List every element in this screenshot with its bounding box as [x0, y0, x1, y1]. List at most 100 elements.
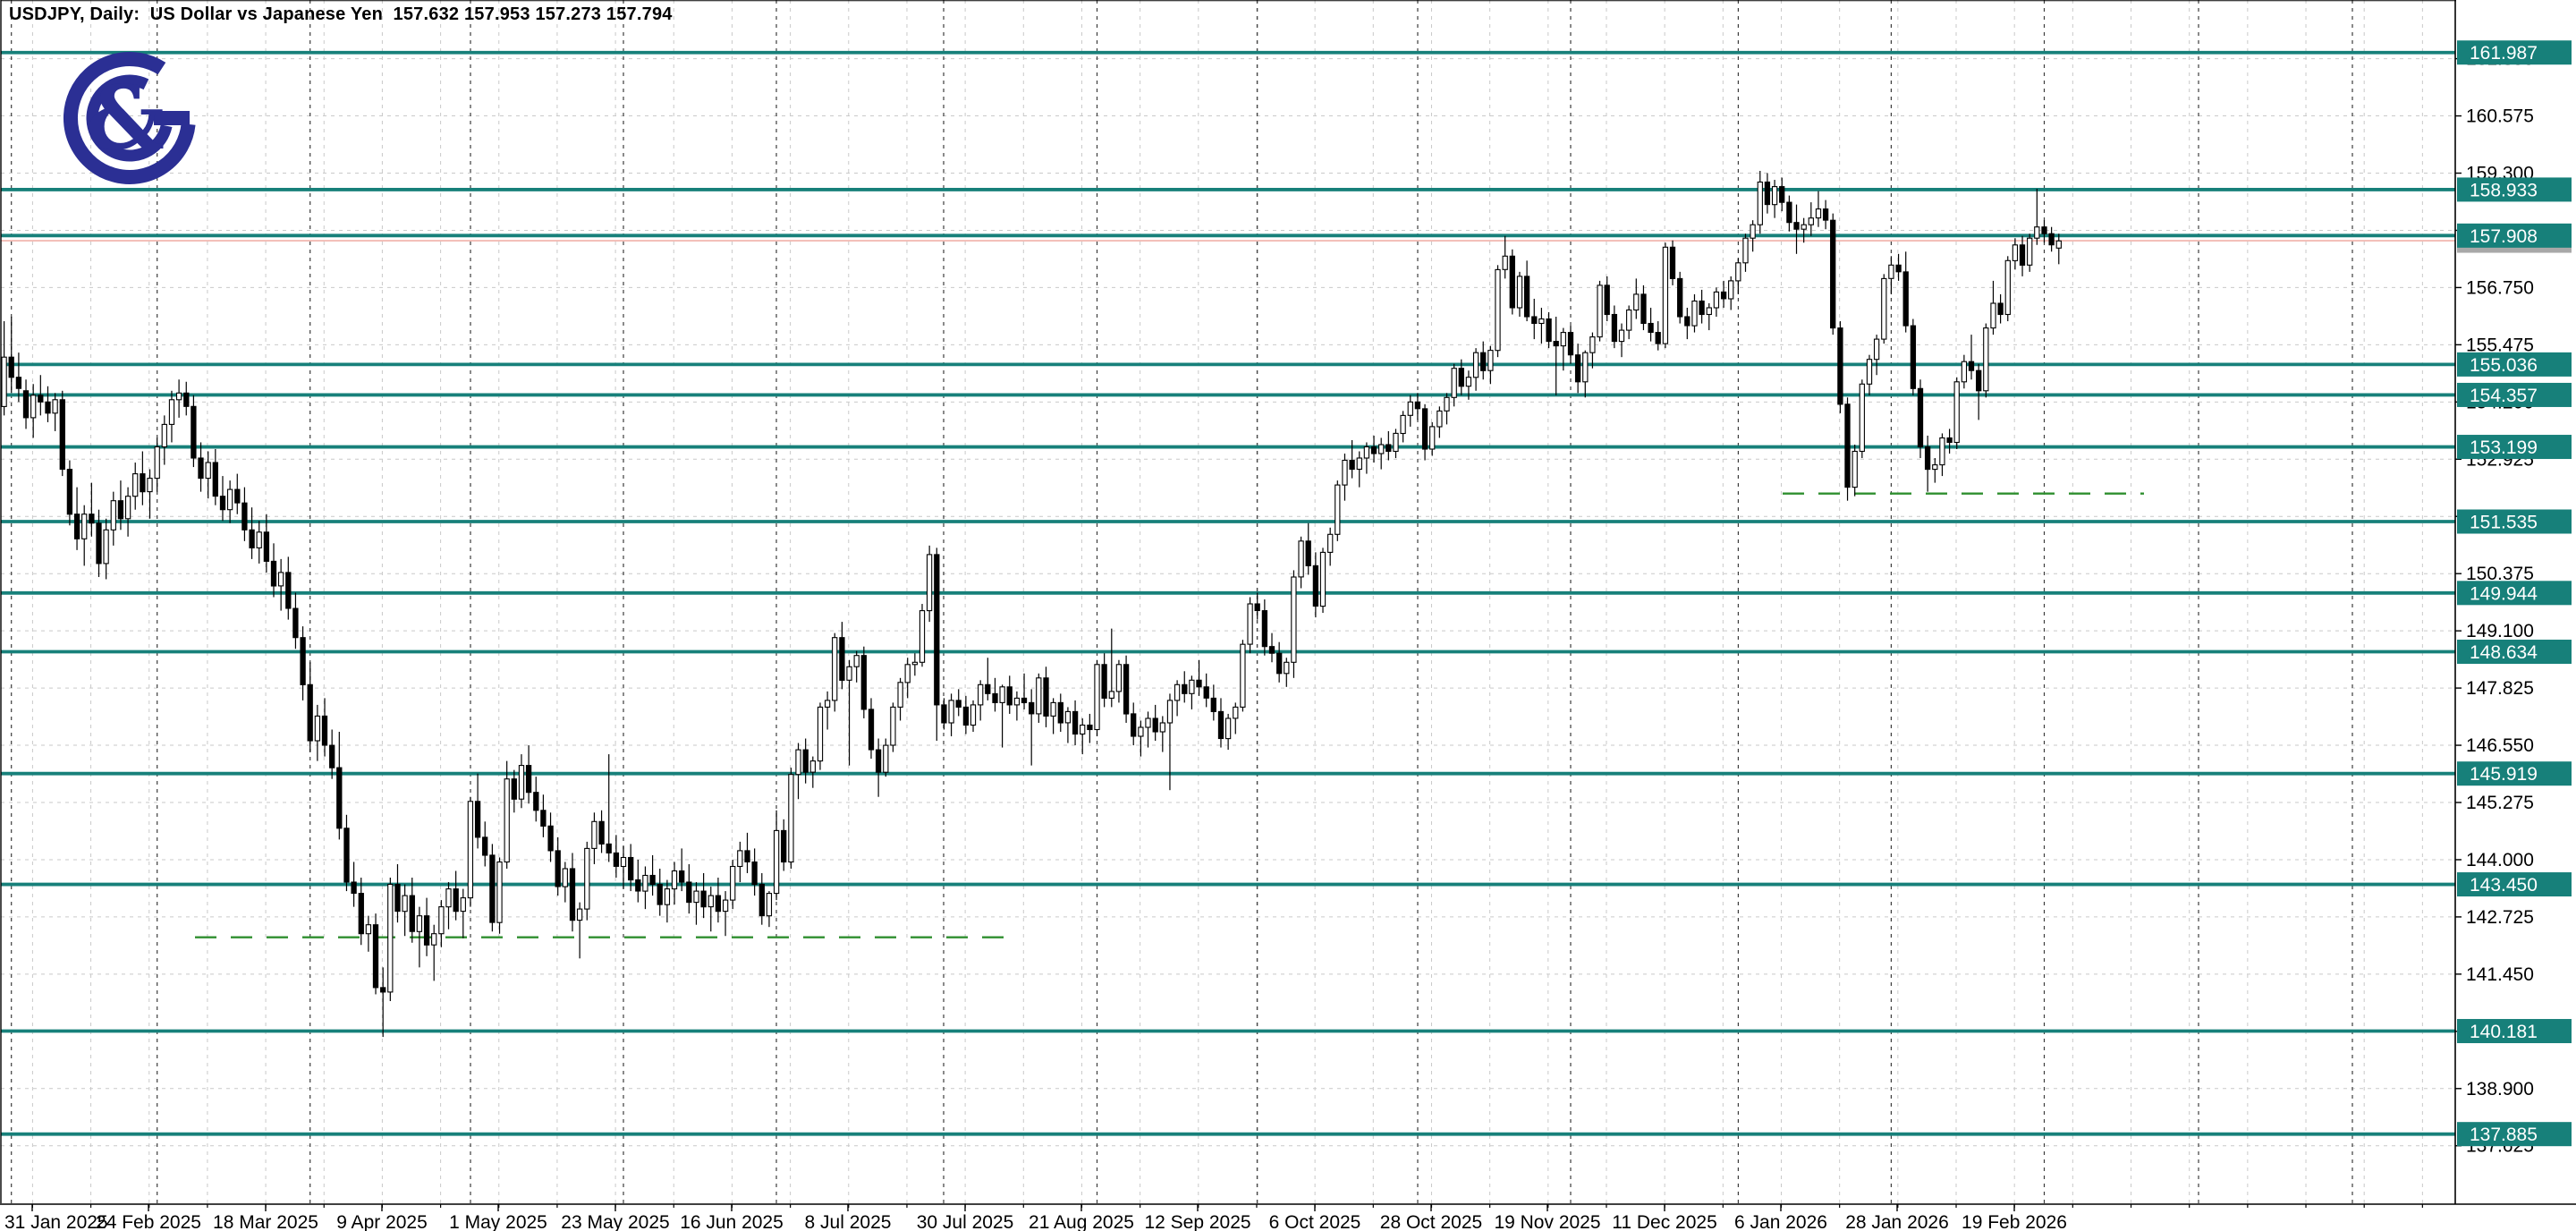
svg-text:6 Jan 2026: 6 Jan 2026	[1734, 1212, 1827, 1231]
candle	[154, 446, 160, 480]
level-price-label: 151.535	[2457, 509, 2572, 534]
candle	[1363, 446, 1370, 459]
candle	[234, 488, 241, 504]
candle	[970, 704, 977, 726]
candle	[1036, 677, 1042, 715]
candle	[66, 469, 73, 515]
candle	[1087, 724, 1093, 731]
candle	[642, 874, 648, 892]
candle	[431, 933, 437, 946]
candle	[1217, 710, 1224, 740]
svg-text:140.181: 140.181	[2470, 1022, 2538, 1042]
candle	[1385, 444, 1392, 453]
candle	[1072, 710, 1079, 735]
candle	[1356, 457, 1362, 471]
candle	[1101, 664, 1107, 699]
candle	[2027, 237, 2033, 266]
candle	[1808, 217, 1814, 225]
svg-text:31 Jan 2025: 31 Jan 2025	[4, 1212, 108, 1231]
candle	[372, 924, 379, 989]
candle	[955, 700, 962, 708]
candle	[1713, 291, 1720, 309]
candle	[1057, 701, 1063, 724]
candle	[321, 715, 328, 746]
candle	[919, 610, 926, 663]
svg-text:19 Nov 2025: 19 Nov 2025	[1494, 1212, 1600, 1231]
candle	[1684, 316, 1690, 327]
candle	[1881, 277, 1887, 340]
candle	[1174, 683, 1181, 701]
candle	[511, 778, 517, 800]
level-price-label: 148.634	[2457, 640, 2572, 665]
candle	[744, 850, 750, 862]
svg-text:28 Oct 2025: 28 Oct 2025	[1380, 1212, 1482, 1231]
candle	[380, 987, 386, 993]
candle	[394, 883, 401, 913]
candle	[38, 395, 44, 403]
candle	[547, 825, 554, 852]
candle	[839, 637, 845, 681]
svg-text:21 Aug 2025: 21 Aug 2025	[1029, 1212, 1134, 1231]
candle	[1378, 444, 1385, 454]
svg-text:24 Feb 2025: 24 Feb 2025	[96, 1212, 201, 1231]
candle	[1021, 697, 1028, 703]
svg-text:149.100: 149.100	[2466, 621, 2534, 641]
candle	[1815, 208, 1822, 219]
candle	[1553, 341, 1559, 347]
svg-text:143.450: 143.450	[2470, 875, 2538, 896]
candle	[1771, 186, 1778, 206]
svg-text:153.199: 153.199	[2470, 437, 2538, 458]
candle	[103, 529, 109, 565]
candle	[1305, 540, 1311, 566]
candle	[198, 457, 204, 480]
candle	[1582, 352, 1589, 383]
candle	[890, 706, 896, 746]
candle	[1342, 459, 1348, 486]
candle	[1924, 446, 1931, 471]
candle	[2055, 240, 2062, 249]
candle	[336, 767, 343, 829]
svg-text:151.535: 151.535	[2470, 513, 2538, 533]
level-lines-layer[interactable]	[1, 50, 2455, 1136]
candle	[766, 893, 773, 917]
candle	[132, 473, 139, 497]
candle	[657, 883, 663, 905]
candle	[1145, 717, 1151, 728]
candle	[285, 572, 292, 609]
candle	[934, 554, 940, 706]
svg-text:142.725: 142.725	[2466, 907, 2534, 928]
candle	[1, 356, 7, 407]
candle	[270, 560, 277, 587]
candle	[489, 854, 496, 923]
price-axis[interactable]: 137.625138.900140.175141.450142.725144.0…	[2454, 0, 2576, 1231]
svg-text:138.900: 138.900	[2466, 1079, 2534, 1099]
candle	[671, 870, 678, 890]
candle	[1932, 464, 1938, 471]
candle	[620, 856, 627, 868]
candle	[883, 744, 889, 773]
candle	[1779, 186, 1785, 203]
candle	[1370, 446, 1377, 454]
candle	[256, 531, 262, 548]
candle	[613, 852, 620, 867]
candle	[445, 888, 452, 908]
candle	[1502, 255, 1508, 270]
candle	[460, 897, 466, 913]
candle	[1472, 352, 1479, 378]
svg-text:8 Jul 2025: 8 Jul 2025	[805, 1212, 892, 1231]
svg-text:145.275: 145.275	[2466, 793, 2534, 813]
candle	[576, 908, 583, 921]
candle	[686, 881, 692, 904]
svg-text:157.908: 157.908	[2470, 226, 2538, 247]
trendline-layer[interactable]	[195, 492, 2144, 938]
level-price-label: 155.036	[2457, 352, 2572, 377]
candle	[628, 856, 634, 881]
candle	[1902, 271, 1909, 327]
candle	[1531, 316, 1538, 325]
candle	[781, 829, 787, 863]
level-price-label: 154.357	[2457, 382, 2572, 407]
candle	[1210, 697, 1216, 712]
